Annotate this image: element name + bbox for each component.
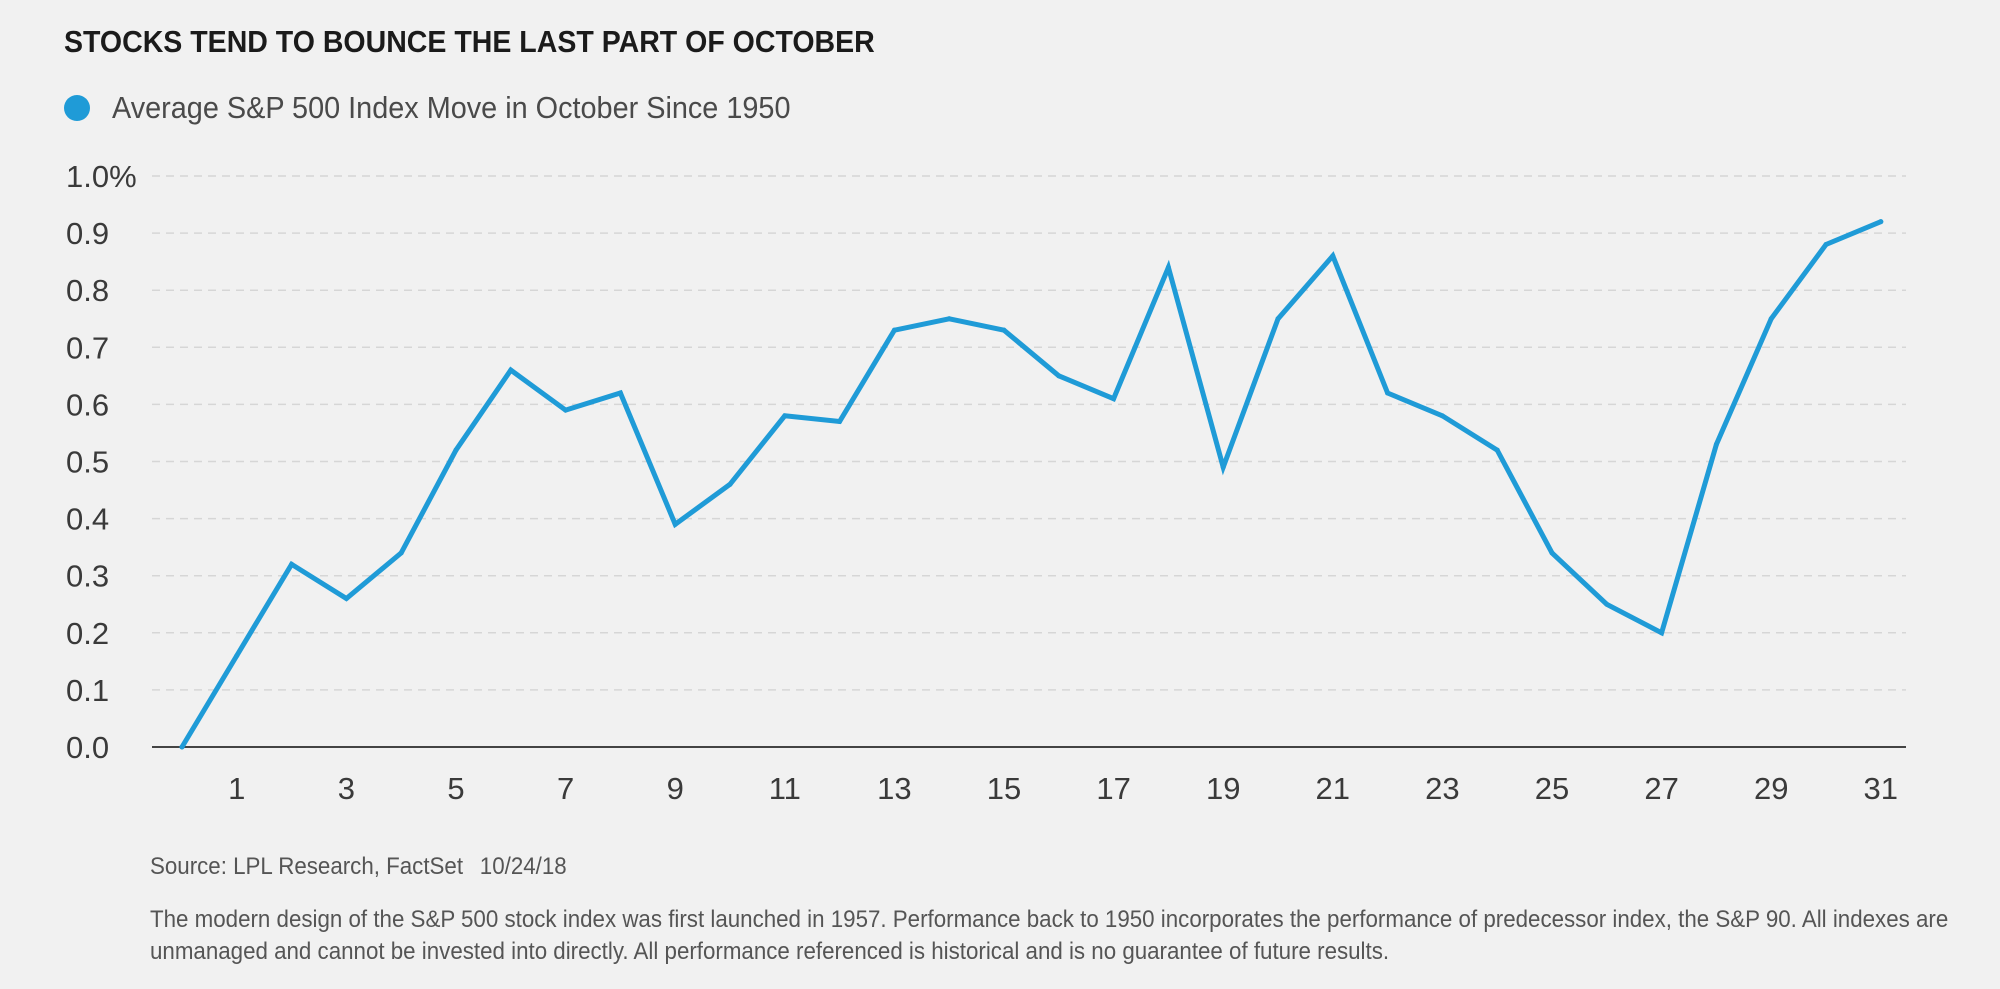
x-tick-label: 19: [1206, 771, 1240, 806]
data-point: [617, 390, 623, 396]
x-tick-label: 5: [447, 771, 464, 806]
legend-label: Average S&P 500 Index Move in October Si…: [112, 90, 791, 125]
data-point: [1659, 630, 1665, 636]
legend: Average S&P 500 Index Move in October Si…: [64, 90, 842, 126]
x-tick-label: 29: [1754, 771, 1788, 806]
x-tick-label: 13: [877, 771, 911, 806]
y-tick-label: 0.4: [66, 502, 109, 537]
legend-marker: [64, 95, 90, 121]
data-point: [1494, 447, 1500, 453]
x-tick-label: 21: [1316, 771, 1350, 806]
source-line: Source: LPL Research, FactSet 10/24/18: [150, 853, 567, 881]
x-tick-label: 3: [338, 771, 355, 806]
data-point: [1001, 327, 1007, 333]
y-tick-label: 0.8: [66, 273, 109, 308]
x-tick-label: 7: [557, 771, 574, 806]
data-point: [672, 521, 678, 527]
disclaimer-note: The modern design of the S&P 500 stock i…: [150, 906, 1949, 965]
data-point: [563, 407, 569, 413]
data-point: [343, 596, 349, 602]
source-text: Source: LPL Research, FactSet: [150, 853, 464, 880]
data-point: [453, 447, 459, 453]
x-tick-label: 25: [1535, 771, 1569, 806]
data-point: [1330, 253, 1336, 259]
x-tick-label: 17: [1096, 771, 1130, 806]
y-tick-label: 0.6: [66, 387, 109, 422]
data-point: [1549, 550, 1555, 556]
y-tick-label: 0.2: [66, 616, 109, 651]
data-point: [1056, 373, 1062, 379]
y-tick-label: 0.5: [66, 445, 109, 480]
data-point: [891, 327, 897, 333]
data-point: [179, 744, 185, 750]
data-point: [234, 653, 240, 659]
source-date: 10/24/18: [479, 853, 567, 880]
data-point: [837, 419, 843, 425]
series-line: [179, 219, 1884, 750]
data-point: [1385, 390, 1391, 396]
y-tick-label: 0.0: [66, 730, 109, 765]
data-point: [289, 561, 295, 567]
data-point: [1165, 264, 1171, 270]
x-tick-label: 11: [769, 771, 801, 806]
x-tick-label: 27: [1644, 771, 1678, 806]
x-tick-label: 15: [987, 771, 1021, 806]
x-tick-label: 1: [228, 771, 245, 806]
data-point: [1768, 316, 1774, 322]
data-point: [1878, 219, 1884, 225]
y-tick-label: 0.9: [66, 216, 109, 251]
data-point: [1823, 242, 1829, 248]
data-point: [1439, 413, 1445, 419]
data-point: [508, 367, 514, 373]
x-tick-label: 23: [1425, 771, 1459, 806]
data-point: [946, 316, 952, 322]
y-tick-label: 0.7: [66, 330, 109, 365]
data-point: [782, 413, 788, 419]
data-point: [1604, 601, 1610, 607]
data-point: [1220, 464, 1226, 470]
data-point: [1111, 396, 1117, 402]
data-point: [1713, 441, 1719, 447]
data-point: [727, 481, 733, 487]
x-tick-label: 31: [1864, 771, 1898, 806]
chart-title: STOCKS TEND TO BOUNCE THE LAST PART OF O…: [64, 24, 875, 59]
y-tick-label: 1.0%: [66, 159, 137, 194]
y-tick-label: 0.1: [66, 673, 109, 708]
x-tick-label: 9: [667, 771, 684, 806]
y-tick-label: 0.3: [66, 559, 109, 594]
data-point: [398, 550, 404, 556]
data-point: [1275, 316, 1281, 322]
